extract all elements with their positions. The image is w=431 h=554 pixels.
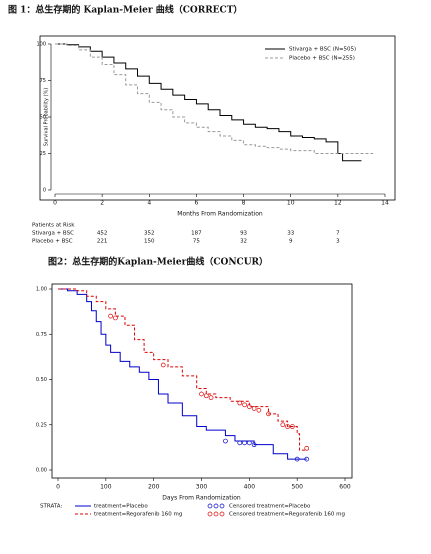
x-tick-label: 100 (100, 484, 112, 491)
risk-count: 452 (97, 231, 108, 237)
censor-marker (237, 400, 243, 406)
risk-count: 7 (336, 231, 340, 237)
plot-frame (39, 35, 396, 201)
censor-marker (294, 456, 300, 462)
risk-count: 75 (193, 239, 200, 245)
censor-marker (242, 440, 247, 446)
censor-marker (223, 438, 228, 444)
censor-marker (237, 440, 243, 446)
figure-caption: 图2：总生存期的Kaplan-Meier曲线（CONCUR） (48, 256, 268, 268)
y-tick-label: 0.25 (36, 422, 47, 428)
censor-marker (199, 391, 204, 397)
x-tick-label: 400 (244, 484, 256, 491)
legend-swatch (207, 503, 213, 509)
legend-swatch (219, 511, 225, 517)
x-tick-label: 0 (56, 484, 60, 491)
censor-marker (203, 393, 209, 399)
risk-count: 352 (144, 231, 155, 237)
risk-count: 3 (336, 239, 340, 245)
y-tick-label: 0.75 (36, 332, 47, 338)
censor-marker (304, 445, 310, 451)
legend-swatch (219, 503, 225, 509)
y-tick-label: 1.00 (36, 287, 47, 293)
y-tick-label: 0 (43, 188, 46, 194)
x-axis-label: Days From Randomization (162, 495, 241, 502)
figure-caption: 图 1：总生存期的 Kaplan-Meier 曲线（CORRECT） (8, 4, 242, 16)
legend-label: treatment=Regorafenib 160 mg (94, 512, 182, 518)
x-tick-label: 14 (381, 200, 389, 207)
legend-label: Stivarga + BSC (N=505) (289, 47, 356, 53)
censor-marker (251, 406, 257, 411)
x-tick-label: 4 (147, 200, 151, 207)
risk-row-label: Placebo + BSC (32, 239, 73, 245)
x-tick-label: 0 (53, 200, 57, 207)
y-axis-label: Survival Probability (%) (44, 88, 50, 146)
legend-swatch (213, 511, 219, 517)
risk-count: 33 (287, 231, 294, 237)
x-tick-label: 6 (195, 200, 199, 207)
censor-marker (108, 313, 113, 319)
x-tick-label: 8 (242, 200, 246, 207)
survival-curve (58, 288, 307, 451)
legend-label: treatment=Placebo (94, 504, 148, 510)
risk-count: 9 (289, 239, 293, 245)
risk-count: 150 (144, 239, 155, 245)
censor-marker (304, 456, 310, 462)
y-tick-label: 25 (40, 151, 46, 157)
legend-label: Censored treatment=Placebo (229, 504, 311, 510)
censor-marker (242, 402, 247, 408)
y-tick-label: 75 (40, 78, 46, 84)
y-tick-label: 0.50 (36, 377, 47, 383)
censor-marker (280, 422, 286, 428)
risk-table-title: Patients at Risk (32, 223, 75, 229)
censor-marker (160, 362, 166, 368)
risk-row-label: Stivarga + BSC (32, 231, 74, 237)
risk-count: 32 (240, 239, 247, 245)
x-axis-label: Months From Randomization (177, 211, 263, 218)
x-tick-label: 10 (287, 200, 295, 207)
y-tick-label: 0.00 (36, 468, 47, 474)
x-tick-label: 300 (196, 484, 208, 491)
censor-marker (285, 424, 290, 429)
x-tick-label: 12 (334, 200, 342, 207)
risk-count: 187 (191, 231, 202, 237)
censor-marker (246, 404, 252, 409)
x-tick-label: 200 (148, 484, 160, 491)
survival-curve (55, 43, 362, 162)
legend-swatch (213, 503, 219, 509)
x-tick-label: 500 (291, 484, 303, 491)
legend-label: Censored treatment=Regorafenib 160 mg (229, 512, 345, 518)
censor-marker (290, 424, 295, 429)
censor-marker (256, 407, 262, 413)
legend-label: Placebo + BSC (N=255) (289, 56, 355, 62)
legend-swatch (207, 511, 213, 517)
survival-curve (58, 288, 307, 460)
censor-marker (113, 315, 118, 321)
censor-marker (208, 395, 214, 400)
x-tick-label: 600 (339, 484, 351, 491)
legend-title: STRATA: (40, 504, 62, 510)
y-tick-label: 50 (40, 115, 46, 121)
risk-count: 93 (240, 231, 247, 237)
x-tick-label: 2 (100, 200, 104, 207)
censor-marker (266, 411, 271, 417)
survival-curve (55, 43, 374, 154)
plot-frame (51, 283, 353, 479)
y-tick-label: 100 (36, 42, 46, 48)
risk-count: 221 (97, 239, 108, 245)
censor-marker (251, 442, 257, 448)
censor-marker (246, 440, 252, 446)
